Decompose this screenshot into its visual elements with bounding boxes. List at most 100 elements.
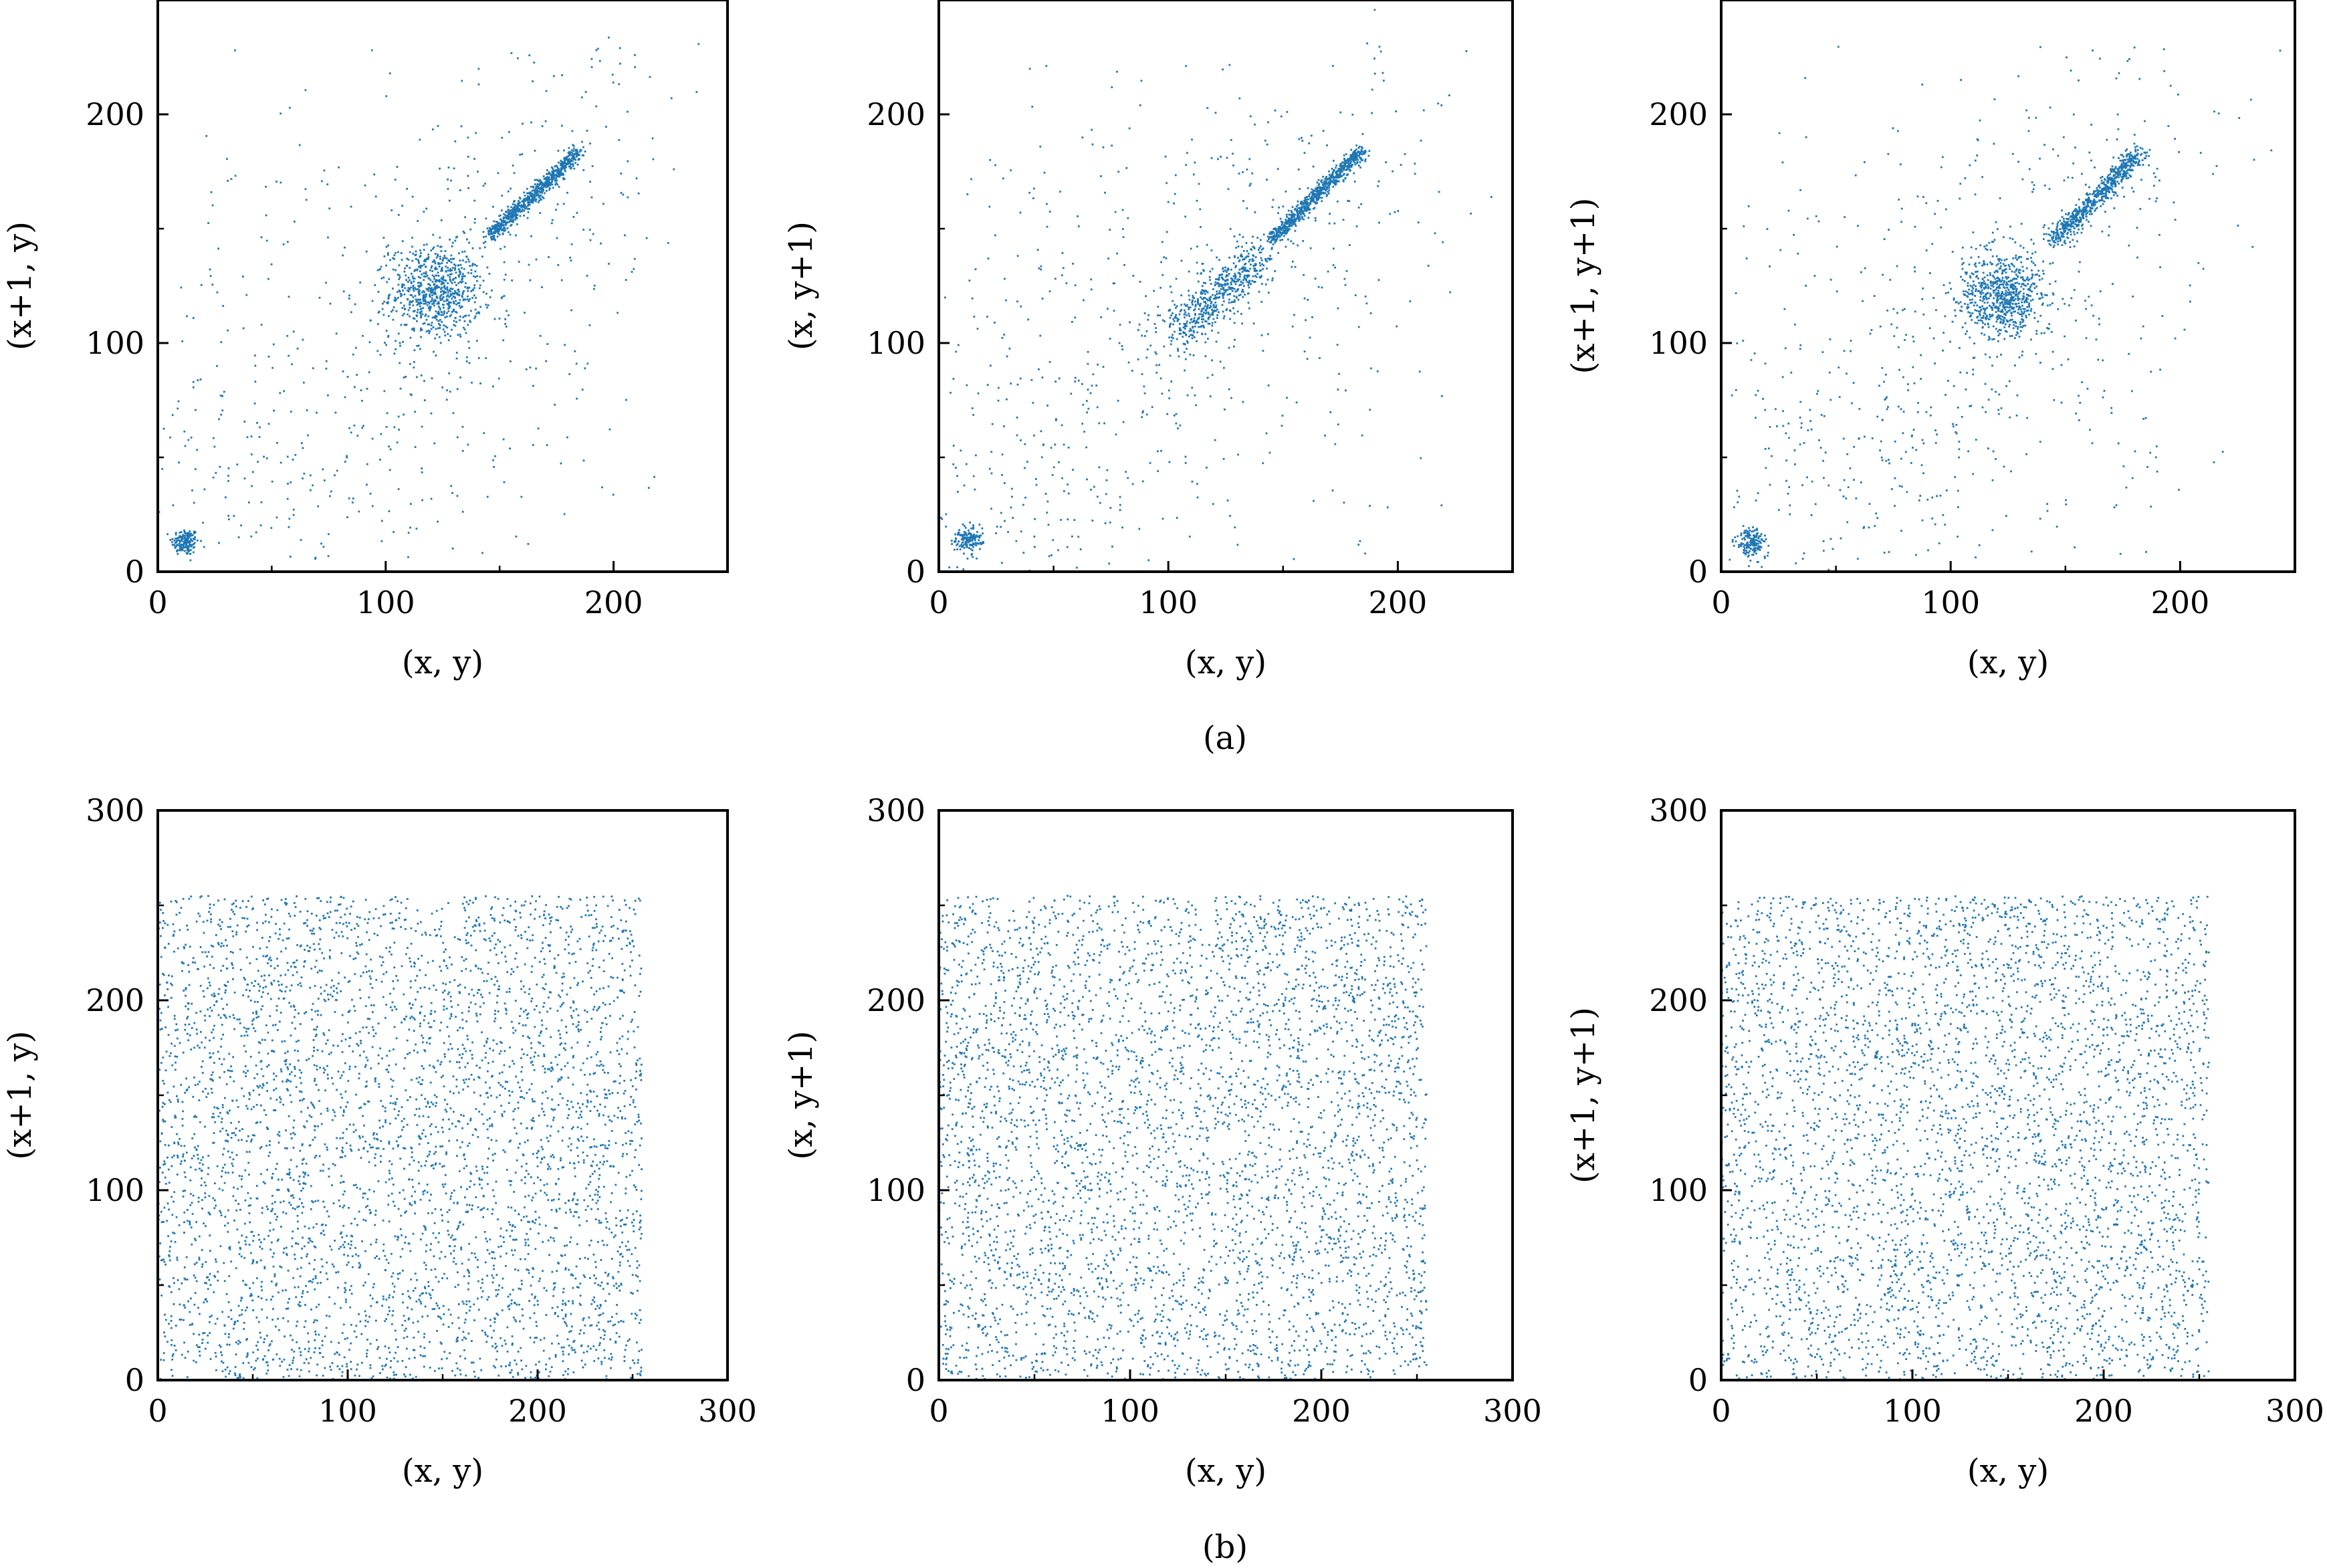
data-point bbox=[972, 546, 974, 548]
data-point bbox=[528, 192, 530, 195]
data-point bbox=[1972, 357, 1975, 359]
data-point bbox=[451, 288, 453, 290]
data-point bbox=[1208, 316, 1210, 319]
data-point bbox=[520, 205, 522, 208]
data-point bbox=[1747, 556, 1749, 558]
data-point bbox=[519, 215, 522, 217]
data-point bbox=[515, 234, 517, 237]
data-point bbox=[2003, 282, 2005, 284]
data-point bbox=[1010, 382, 1012, 384]
data-point bbox=[1276, 237, 1279, 240]
data-point bbox=[570, 259, 572, 262]
data-point bbox=[1353, 154, 1355, 156]
data-point bbox=[545, 180, 548, 183]
data-point bbox=[1000, 526, 1002, 528]
data-point bbox=[288, 296, 290, 298]
data-point bbox=[962, 534, 965, 536]
data-point bbox=[996, 526, 998, 528]
data-point bbox=[504, 214, 506, 217]
data-point bbox=[1218, 285, 1220, 288]
data-point bbox=[468, 286, 471, 289]
data-point bbox=[1342, 180, 1345, 183]
data-point bbox=[2014, 286, 2017, 288]
data-point bbox=[1359, 150, 1361, 153]
data-point bbox=[1275, 229, 1278, 232]
data-point bbox=[454, 277, 457, 279]
data-point bbox=[1985, 316, 1987, 319]
data-point bbox=[1058, 377, 1061, 380]
data-point bbox=[573, 167, 576, 170]
data-point bbox=[419, 299, 421, 301]
data-point bbox=[344, 461, 346, 463]
data-point bbox=[176, 550, 178, 553]
data-point bbox=[962, 544, 965, 546]
data-point bbox=[514, 207, 516, 209]
data-point bbox=[2030, 257, 2032, 259]
data-point bbox=[1227, 188, 1230, 191]
data-point bbox=[1356, 160, 1359, 163]
data-point bbox=[1301, 210, 1303, 213]
data-point bbox=[1997, 271, 1999, 273]
data-point bbox=[1288, 213, 1291, 216]
data-point bbox=[456, 495, 459, 497]
data-point bbox=[1206, 308, 1208, 310]
data-point bbox=[1999, 261, 2002, 264]
data-point bbox=[1193, 331, 1195, 334]
data-point bbox=[469, 321, 471, 323]
data-point bbox=[966, 193, 969, 195]
data-point bbox=[1733, 544, 1735, 547]
data-point bbox=[1145, 413, 1148, 416]
data-point bbox=[584, 91, 587, 93]
data-point bbox=[1414, 173, 1416, 175]
data-point bbox=[405, 279, 407, 282]
data-point bbox=[439, 308, 441, 311]
data-point bbox=[451, 311, 453, 313]
data-point bbox=[1301, 212, 1304, 215]
data-point bbox=[1995, 292, 1997, 295]
data-point bbox=[551, 179, 554, 182]
data-point bbox=[1246, 274, 1248, 277]
data-point bbox=[531, 198, 533, 200]
data-point bbox=[1116, 70, 1118, 73]
data-point bbox=[958, 529, 961, 532]
data-point bbox=[944, 296, 946, 299]
data-point bbox=[1129, 321, 1131, 324]
data-point bbox=[368, 341, 371, 344]
data-point bbox=[1998, 328, 2001, 331]
data-point bbox=[1157, 314, 1159, 317]
data-point bbox=[539, 212, 542, 214]
data-point bbox=[1747, 535, 1749, 538]
data-point bbox=[972, 536, 975, 538]
data-point bbox=[1309, 247, 1312, 249]
data-point bbox=[460, 125, 463, 128]
data-point bbox=[205, 135, 208, 137]
data-point bbox=[1032, 402, 1034, 404]
data-point bbox=[507, 205, 509, 208]
data-point bbox=[1041, 376, 1044, 378]
data-point bbox=[2008, 293, 2011, 296]
data-point bbox=[549, 187, 551, 189]
data-point bbox=[952, 463, 955, 465]
data-point bbox=[561, 165, 564, 168]
data-point bbox=[538, 196, 540, 199]
data-point bbox=[276, 442, 278, 444]
data-point bbox=[1169, 286, 1172, 288]
data-point bbox=[649, 76, 651, 78]
data-point bbox=[346, 516, 348, 518]
data-point bbox=[1321, 183, 1324, 186]
data-point bbox=[1237, 271, 1240, 274]
data-point bbox=[570, 309, 573, 312]
data-point bbox=[1241, 267, 1244, 270]
data-point bbox=[951, 543, 953, 545]
data-point bbox=[1198, 313, 1200, 316]
data-point bbox=[1995, 294, 1997, 297]
data-point bbox=[1168, 336, 1171, 339]
data-point bbox=[560, 163, 562, 165]
data-point bbox=[1159, 314, 1161, 317]
data-point bbox=[447, 339, 450, 342]
data-point bbox=[1995, 270, 1997, 272]
data-point bbox=[964, 525, 966, 527]
data-point bbox=[427, 315, 430, 318]
data-point bbox=[570, 243, 573, 245]
data-point bbox=[432, 326, 435, 328]
